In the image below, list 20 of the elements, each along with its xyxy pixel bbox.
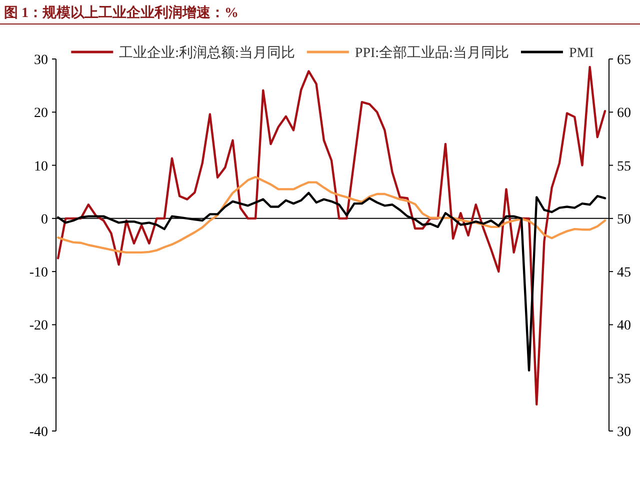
y-tick-label: 10 bbox=[34, 159, 48, 174]
y2-tick-label: 40 bbox=[617, 318, 631, 334]
y-tick-label: -10 bbox=[29, 266, 48, 281]
y2-tick-label: 55 bbox=[617, 159, 631, 174]
legend-label: PMI bbox=[568, 46, 594, 61]
y-tick-label: 30 bbox=[34, 53, 48, 68]
y-tick-label: -40 bbox=[29, 425, 48, 440]
y-tick-label: 20 bbox=[34, 106, 48, 122]
y-tick-label: -20 bbox=[29, 318, 48, 334]
legend-label: PPI:全部工业品:当月同比 bbox=[354, 45, 509, 61]
y-tick-label: -30 bbox=[29, 372, 48, 387]
legend-label: 工业企业:利润总额:当月同比 bbox=[119, 45, 295, 61]
y-tick-label: 0 bbox=[41, 212, 48, 228]
y2-tick-label: 50 bbox=[617, 212, 631, 228]
chart-title: 图 1：规模以上工业企业利润增速：% bbox=[4, 4, 238, 21]
y2-tick-label: 30 bbox=[617, 425, 631, 440]
y2-tick-label: 45 bbox=[617, 266, 631, 281]
y2-tick-label: 65 bbox=[617, 53, 631, 68]
y2-tick-label: 60 bbox=[617, 106, 631, 122]
y2-tick-label: 35 bbox=[617, 372, 631, 387]
